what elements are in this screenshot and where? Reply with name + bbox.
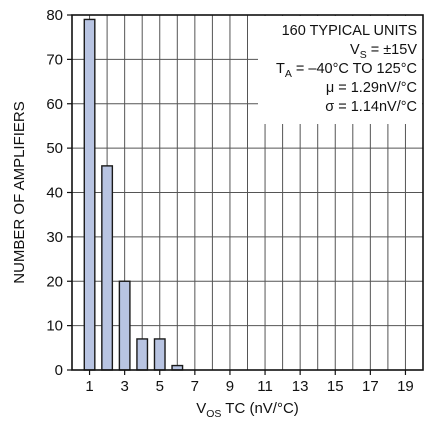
- x-tick-label: 3: [120, 378, 128, 395]
- y-tick-label: 70: [46, 51, 63, 68]
- histogram-bar: [101, 165, 114, 371]
- x-tick-label: 13: [292, 378, 309, 395]
- histogram-bar: [118, 280, 131, 371]
- annotation-line: TA = –40°C TO 125°C: [276, 61, 417, 80]
- histogram-bar: [83, 18, 96, 371]
- y-tick-label: 30: [46, 229, 63, 246]
- y-tick-label: 40: [46, 185, 63, 202]
- y-tick-label: 0: [55, 362, 63, 379]
- annotation-line: σ = 1.14nV/°C: [325, 99, 417, 115]
- y-tick-label: 80: [46, 7, 63, 24]
- y-tick-label: 10: [46, 318, 63, 335]
- x-tick-label: 5: [156, 378, 164, 395]
- y-tick-label: 60: [46, 96, 63, 113]
- x-axis-title: VOS TC (nV/°C): [196, 400, 299, 420]
- annotation-line: 160 TYPICAL UNITS: [282, 23, 417, 39]
- histogram-bar: [153, 338, 166, 371]
- annotation-line: μ = 1.29nV/°C: [326, 80, 417, 96]
- x-tick-label: 17: [362, 378, 379, 395]
- x-tick-label: 11: [257, 378, 273, 395]
- x-tick-label: 9: [226, 378, 234, 395]
- annotation-line: VS = ±15V: [350, 42, 417, 61]
- y-axis-title: NUMBER OF AMPLIFIERS: [11, 101, 28, 284]
- y-tick-label: 50: [46, 140, 63, 157]
- x-tick-label: 15: [327, 378, 344, 395]
- x-tick-label: 19: [397, 378, 414, 395]
- annotation-box: [258, 16, 422, 124]
- histogram-bar: [136, 338, 149, 371]
- x-tick-label: 1: [85, 378, 93, 395]
- x-tick-label: 7: [191, 378, 199, 395]
- y-tick-label: 20: [46, 273, 63, 290]
